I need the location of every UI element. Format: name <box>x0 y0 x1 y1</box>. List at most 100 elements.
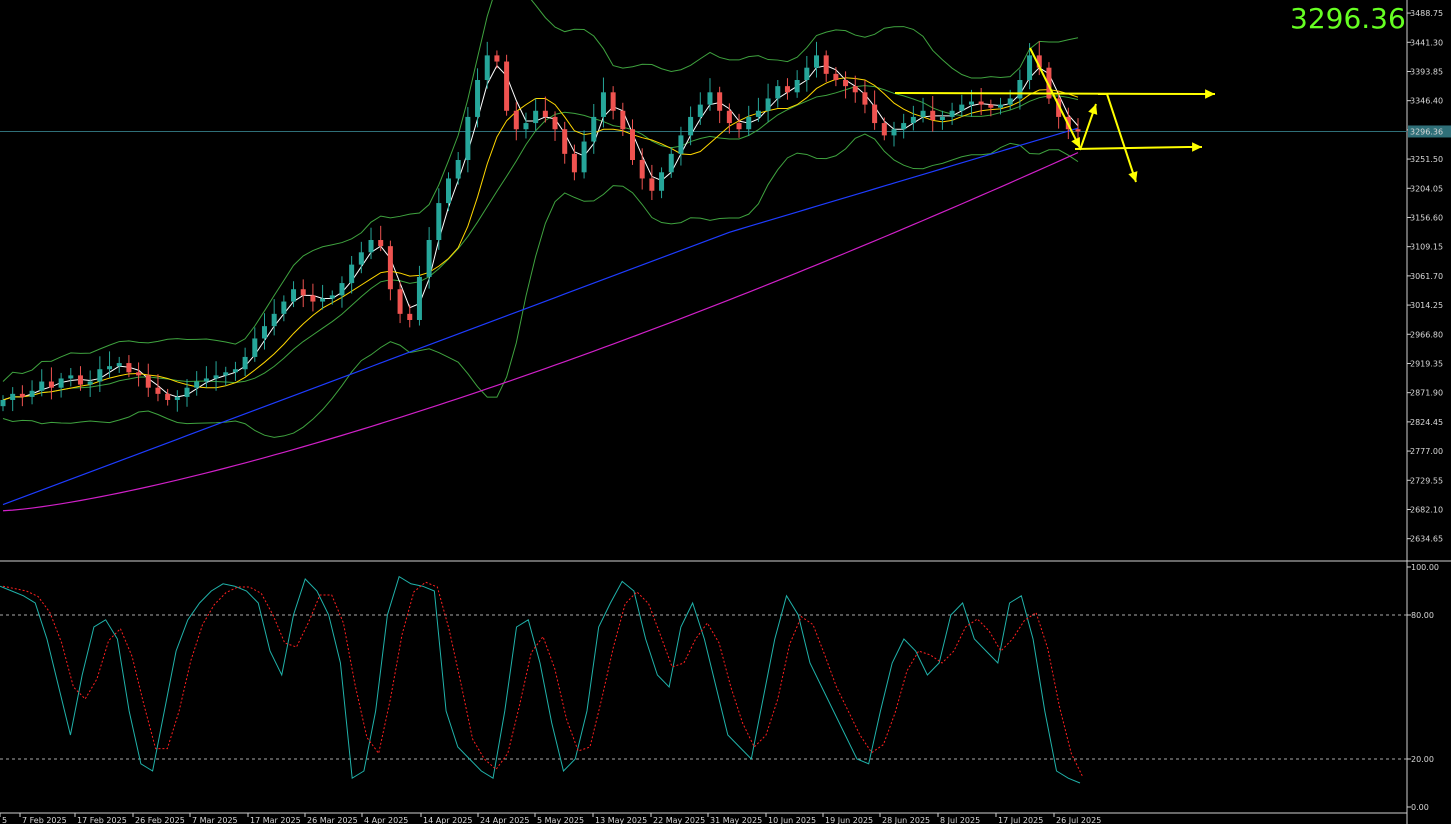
candle-body <box>823 55 829 74</box>
candle-body <box>261 326 267 339</box>
support-line <box>1074 146 1189 150</box>
stoch-tick-label: 20.00 <box>1411 755 1434 764</box>
candle-body <box>126 363 132 373</box>
breakdown-arrow-head <box>1128 171 1138 182</box>
date-tick-label: 8 Jul 2025 <box>940 816 980 824</box>
candle-body <box>998 104 1004 108</box>
trend-annotations <box>894 47 1215 183</box>
stoch-main-line <box>0 575 1081 784</box>
candle-body <box>136 372 142 376</box>
candle-body <box>630 129 636 160</box>
candle-body <box>339 283 345 296</box>
date-tick-label: 10 Jun 2025 <box>768 816 816 824</box>
date-tick-label: 14 Apr 2025 <box>423 816 472 824</box>
candle-body <box>552 116 558 130</box>
candle-body <box>707 92 713 105</box>
date-tick-label: 19 Jun 2025 <box>825 816 873 824</box>
candle-body <box>291 289 297 302</box>
date-tick-label: 17 Jul 2025 <box>998 816 1043 824</box>
price-tick-label: 3346.40 <box>1410 97 1443 106</box>
candle-body <box>223 372 229 376</box>
candle-body <box>726 110 732 124</box>
candle-body <box>784 86 790 93</box>
candle-body <box>368 240 374 253</box>
date-tick-label: 17 Feb 2025 <box>77 816 127 824</box>
down-arrow-head <box>1071 137 1080 148</box>
candle-body <box>697 104 703 117</box>
candle-body <box>281 301 287 314</box>
candle-body <box>58 378 64 388</box>
candle-body <box>300 289 306 296</box>
candle-body <box>581 141 587 173</box>
candle-body <box>949 110 955 117</box>
candle-body <box>533 110 539 124</box>
resistance-line <box>894 92 1201 95</box>
candle-body <box>310 295 316 302</box>
candle-body <box>184 387 190 397</box>
price-tick-label: 2682.10 <box>1410 505 1443 514</box>
stochastic-oscillator <box>0 575 1084 784</box>
candle-body <box>736 123 742 130</box>
candle-body <box>571 153 577 173</box>
candle-body <box>87 381 93 385</box>
current-price-tag-label: 3296.36 <box>1410 127 1443 136</box>
candle-body <box>165 393 171 400</box>
breakdown-arrow <box>1106 93 1137 183</box>
candle-body <box>1056 98 1062 117</box>
date-tick-label: 5 <box>2 816 7 824</box>
candle-body <box>881 123 887 136</box>
date-tick-label: 4 Apr 2025 <box>364 816 408 824</box>
candle-body <box>242 356 248 370</box>
candle-body <box>872 104 878 124</box>
candle-body <box>194 381 200 388</box>
candle-body <box>639 160 645 179</box>
candle-body <box>155 387 161 394</box>
current-price-display: 3296.36 <box>1290 2 1406 35</box>
candle-body <box>10 393 16 400</box>
candle-body <box>1027 55 1033 80</box>
candle-body <box>678 135 684 154</box>
moving-averages <box>2 64 1079 512</box>
ma-fast-line <box>2 64 1079 401</box>
candle-body <box>416 276 422 320</box>
price-tick-label: 3014.25 <box>1410 301 1443 310</box>
candle-body <box>814 55 820 68</box>
candle-body <box>407 313 413 320</box>
date-tick-label: 26 Jul 2025 <box>1056 816 1101 824</box>
candle-body <box>445 178 451 204</box>
bollinger-bands <box>2 0 1079 438</box>
candle-body <box>349 264 355 284</box>
candle-body <box>174 396 180 400</box>
up-arrow-head <box>1088 104 1098 115</box>
price-tick-label: 2824.45 <box>1410 418 1443 427</box>
candle-body <box>988 104 994 108</box>
candle-body <box>271 313 277 327</box>
bollinger-mid-band <box>2 85 1079 401</box>
candle-body <box>668 153 674 173</box>
candle-body <box>775 86 781 99</box>
price-axis: 3488.753441.303393.853346.403299.003251.… <box>0 9 1451 824</box>
candle-body <box>901 123 907 130</box>
ma-50-line <box>2 127 1079 506</box>
candle-body <box>959 104 965 111</box>
candle-body <box>968 101 974 105</box>
candle-body <box>1036 55 1042 68</box>
date-tick-label: 28 Jun 2025 <box>882 816 930 824</box>
current-price-tag <box>1408 125 1451 138</box>
candle-body <box>920 110 926 117</box>
candle-body <box>852 86 858 93</box>
price-tick-label: 3109.15 <box>1410 243 1443 252</box>
candle-body <box>504 61 510 111</box>
candle-body <box>1046 67 1052 99</box>
candle-body <box>329 295 335 299</box>
candle-body <box>513 110 519 130</box>
ma-mid-line <box>2 77 1079 401</box>
candle-body <box>862 92 868 105</box>
price-tick-label: 2919.35 <box>1410 359 1443 368</box>
candle-body <box>1007 98 1013 105</box>
date-tick-label: 13 May 2025 <box>595 816 647 824</box>
candle-body <box>97 369 103 382</box>
candle-body <box>843 80 849 87</box>
stoch-signal-line <box>2 581 1084 778</box>
